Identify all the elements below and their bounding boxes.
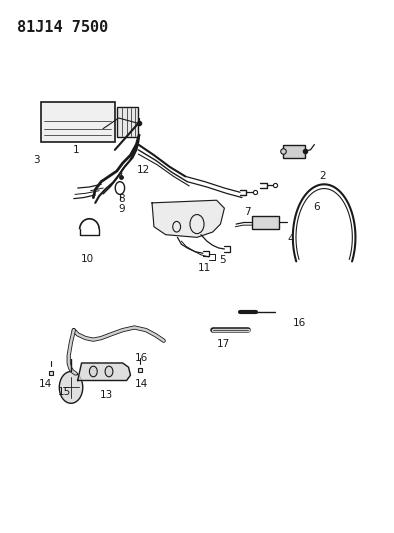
Text: 9: 9 bbox=[119, 204, 125, 214]
Text: 17: 17 bbox=[217, 340, 230, 350]
Text: 12: 12 bbox=[136, 165, 150, 175]
FancyBboxPatch shape bbox=[117, 108, 138, 136]
Text: 8: 8 bbox=[119, 193, 125, 204]
Polygon shape bbox=[78, 363, 130, 381]
FancyBboxPatch shape bbox=[41, 102, 115, 142]
FancyBboxPatch shape bbox=[252, 216, 279, 229]
Circle shape bbox=[59, 372, 83, 403]
Text: 7: 7 bbox=[244, 207, 251, 217]
Polygon shape bbox=[152, 200, 225, 237]
Text: 5: 5 bbox=[219, 255, 226, 265]
Circle shape bbox=[89, 366, 97, 377]
Text: 14: 14 bbox=[39, 379, 52, 389]
Text: 4: 4 bbox=[288, 234, 294, 244]
Text: 13: 13 bbox=[100, 390, 113, 400]
Text: 6: 6 bbox=[313, 202, 320, 212]
Text: 81J14 7500: 81J14 7500 bbox=[17, 20, 108, 35]
Text: 10: 10 bbox=[81, 254, 94, 263]
Text: 16: 16 bbox=[293, 318, 306, 328]
Text: 3: 3 bbox=[33, 156, 40, 165]
Text: 11: 11 bbox=[198, 263, 212, 272]
FancyBboxPatch shape bbox=[283, 144, 305, 158]
Text: 15: 15 bbox=[58, 387, 71, 397]
Text: 1: 1 bbox=[72, 145, 79, 155]
Circle shape bbox=[105, 366, 113, 377]
Text: 14: 14 bbox=[135, 379, 148, 389]
Text: 2: 2 bbox=[319, 172, 325, 181]
Text: 16: 16 bbox=[135, 353, 148, 362]
